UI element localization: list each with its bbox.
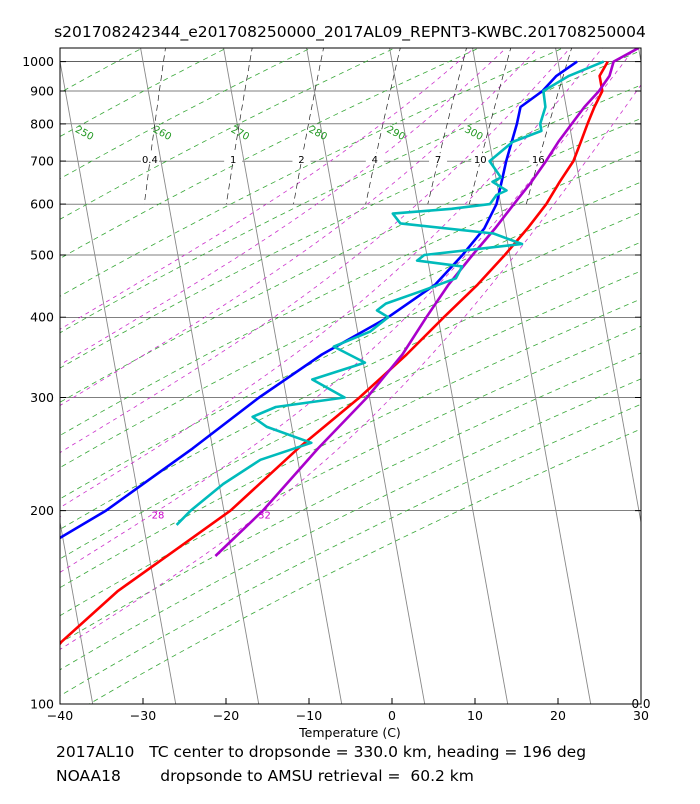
isotherm [0,45,12,718]
y-tick-label: 400 [30,310,54,325]
x-axis-label: Temperature (C) [298,725,401,740]
dry-adiabat [0,45,485,718]
y-tick-label: 100 [30,697,54,712]
dry-adiabat [0,45,700,718]
y-tick-label: 700 [30,154,54,169]
y-tick-label: 600 [30,197,54,212]
dry-adiabat [0,45,63,718]
moist-adiabat [0,45,477,704]
mixing-ratio-line [226,45,252,204]
mixing-ratio-line [294,45,325,204]
mixing-ratio-label: 10 [474,155,487,166]
dry-adiabat [0,45,232,718]
series-line-3 [215,48,638,556]
moist-adiabat [0,45,637,704]
moist-adiabat-label: 28 [152,511,165,522]
x-tick-label: −10 [296,708,322,723]
footer-line-1: 2017AL10 TC center to dropsonde = 330.0 … [56,743,586,761]
dry-adiabat [0,45,147,718]
isotherm [306,45,427,718]
mixing-ratio-line [366,45,401,204]
dry-adiabat-label: 290 [385,124,407,143]
dry-adiabat-label: 260 [151,124,173,143]
dry-adiabat [0,45,700,718]
y-tick-label: 500 [30,247,54,262]
dry-adiabat [0,45,700,718]
x-tick-label: −20 [213,708,239,723]
mixing-ratio-label: 4 [372,155,378,166]
mixing-ratio-label: 2 [298,155,304,166]
dry-adiabat [23,45,700,718]
mixing-ratio-label: 7 [435,155,441,166]
isotherm [389,45,510,718]
dry-adiabat [0,45,700,718]
y-tick-label: 900 [30,84,54,99]
dry-adiabat [0,45,700,718]
isotherm [638,45,700,718]
x-tick-label: 10 [467,708,483,723]
footer-line-2: NOAA18 dropsonde to AMSU retrieval = 60.… [56,767,474,785]
mixing-ratio-line [428,45,467,204]
mixing-ratio-label: 0.4 [142,155,158,166]
x-tick-label: −30 [130,708,156,723]
moist-adiabat [0,45,605,704]
dry-adiabat [0,45,700,718]
series-line-1 [21,62,608,704]
x-tick-label: 0 [388,708,396,723]
chart-title: s201708242344_e201708250000_2017AL09_REP… [54,23,646,42]
mixing-ratio-label: 1 [230,155,236,166]
isotherm [57,45,178,718]
y-tick-label: 1000 [22,54,54,69]
moist-adiabat [0,45,509,704]
dry-adiabat [0,45,700,718]
moist-adiabat [0,45,573,704]
background-lines [0,45,700,718]
dry-adiabat [0,45,700,718]
dry-adiabat [0,45,700,718]
isotherm [140,45,261,718]
moist-adiabat [0,45,541,704]
dry-adiabat-label: 250 [73,124,95,143]
x-tick-label: 20 [550,708,566,723]
isotherm [0,45,95,718]
y-tick-label: 200 [30,503,54,518]
corner-label: 0.0 [631,697,650,711]
dry-adiabat [0,45,700,718]
mixing-ratio-line [469,45,511,204]
dry-adiabat [0,45,700,718]
y-tick-label: 300 [30,390,54,405]
y-tick-label: 800 [30,116,54,131]
dry-adiabat-label: 300 [462,124,484,143]
dry-adiabat-label: 280 [307,124,329,143]
